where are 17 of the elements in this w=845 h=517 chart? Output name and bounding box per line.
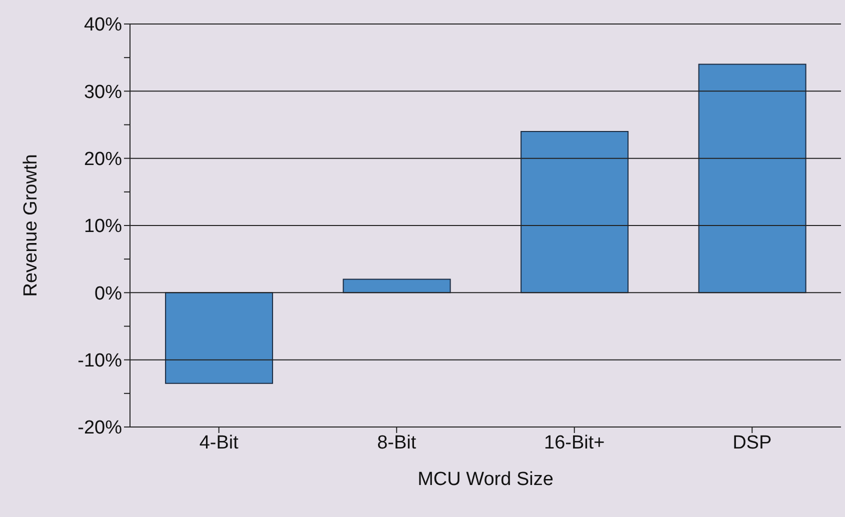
y-tick-label: -10% [78,350,122,372]
bar [520,130,629,294]
y-tick-label: 0% [94,283,122,304]
bar [698,64,806,294]
x-tick-label: 16-Bit+ [544,432,605,454]
y-tick-label: -20% [78,418,122,439]
x-tick-label: 4-Bit [199,432,240,454]
x-tick-label: DSP [732,432,772,454]
y-tick-label: 10% [84,216,122,238]
bar [165,292,274,384]
x-axis-title: MCU Word Size [418,469,554,490]
y-tick-label: 20% [84,149,122,170]
y-tick-label: 40% [84,14,122,36]
bar [342,278,451,294]
x-tick-label: 8-Bit [377,432,417,454]
y-tick-label: 30% [84,82,122,103]
y-axis-title: Revenue Growth [20,154,42,297]
